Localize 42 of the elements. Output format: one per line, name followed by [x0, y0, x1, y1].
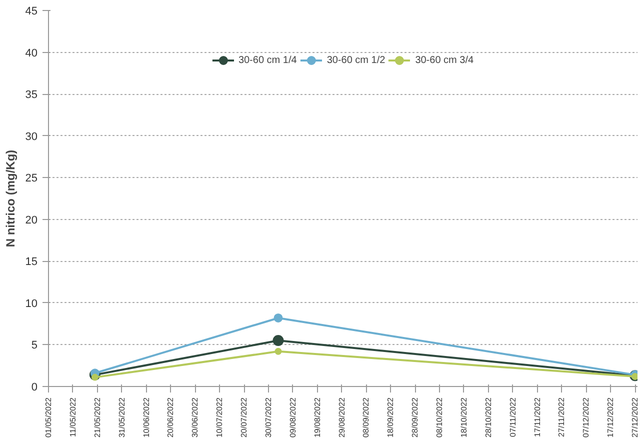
point	[274, 313, 283, 322]
x-tick-label: 10/07/2022	[215, 396, 224, 438]
legend-label: 30-60 cm 1/2	[326, 54, 386, 66]
x-tick-label: 19/08/2022	[312, 396, 322, 438]
y-tick-label: 5	[31, 340, 38, 352]
y-tick-label: 35	[25, 89, 38, 102]
legend-label: 30-60 cm 1/4	[238, 54, 297, 66]
x-tick-label: 01/05/2022	[44, 396, 53, 438]
x-tick-label: 29/08/2022	[337, 396, 346, 438]
y-tick-label: 30	[25, 130, 38, 143]
y-tick-label: 10	[25, 298, 38, 310]
x-tick-label: 30/07/2022	[264, 396, 273, 438]
x-tick-label: 21/05/2022	[92, 396, 102, 438]
x-tick-label: 18/09/2022	[386, 396, 396, 438]
x-tick-label: 10/06/2022	[142, 396, 151, 438]
x-tick-label: 17/11/2022	[532, 396, 542, 437]
legend-label: 30-60 cm 3/4	[415, 54, 474, 66]
x-tick-label: 18/10/2022	[459, 396, 468, 438]
x-tick-label: 07/11/2022	[508, 396, 518, 437]
point	[272, 335, 284, 346]
x-tick-label: 08/10/2022	[435, 396, 444, 438]
x-tick-label: 30/06/2022	[190, 396, 200, 438]
x-tick-label: 11/05/2022	[68, 396, 78, 437]
y-tick-label: 25	[25, 172, 38, 185]
x-tick-label: 28/09/2022	[410, 396, 420, 438]
x-tick-label: 31/05/2022	[117, 396, 126, 438]
point	[274, 348, 282, 355]
x-tick-label: 09/08/2022	[288, 396, 298, 438]
y-tick-label: 40	[25, 47, 38, 60]
x-tick-label: 07/12/2022	[582, 396, 591, 438]
y-tick-label: 15	[25, 256, 38, 268]
y-axis-title: N nitrico (mg/Kg)	[3, 150, 18, 248]
x-tick-label: 27/11/2022	[557, 396, 566, 437]
x-tick-label: 08/09/2022	[362, 396, 371, 438]
x-tick-label: 20/07/2022	[240, 396, 249, 438]
x-tick-label: 28/10/2022	[484, 396, 493, 438]
y-tick-label: 20	[25, 214, 38, 226]
y-tick-label: 0	[31, 382, 38, 394]
y-tick-label: 45	[25, 6, 38, 18]
x-tick-label: 20/06/2022	[166, 396, 176, 438]
x-tick-label: 17/12/2022	[606, 396, 616, 438]
x-tick-label: 27/12/2022	[630, 396, 640, 438]
